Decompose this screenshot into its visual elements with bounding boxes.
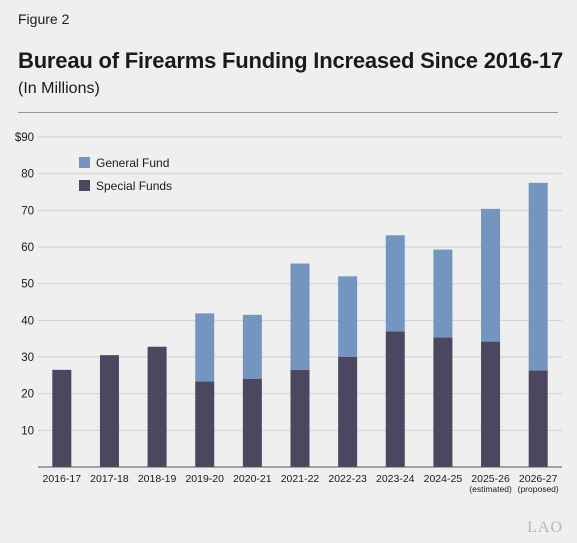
y-tick-label: 80 — [21, 169, 34, 181]
chart-title: Bureau of Firearms Funding Increased Sin… — [18, 48, 564, 73]
chart-subtitle: (In Millions) — [18, 80, 100, 97]
y-tick-label: 70 — [21, 205, 34, 217]
figure-label: Figure 2 — [18, 11, 70, 27]
x-tick-label: 2025-26 — [471, 473, 510, 485]
bar-general-fund — [290, 263, 310, 370]
x-tick-label: 2021-22 — [281, 473, 320, 485]
bar-special-funds — [99, 355, 119, 467]
bar-special-funds — [481, 341, 501, 467]
lao-logo: LAO — [527, 519, 563, 536]
bar-special-funds — [528, 370, 548, 467]
bar-general-fund — [385, 235, 405, 332]
bar-general-fund — [195, 313, 215, 382]
x-tick-label: 2023-24 — [376, 473, 415, 485]
y-tick-label: 20 — [21, 389, 34, 401]
title-divider — [18, 112, 558, 113]
bar-general-fund — [481, 208, 501, 342]
y-tick-label: $90 — [15, 132, 34, 144]
y-tick-label: 50 — [21, 279, 34, 291]
x-tick-label: 2022-23 — [328, 473, 367, 485]
bar-general-fund — [242, 314, 262, 379]
legend-label: Special Funds — [96, 179, 172, 193]
bar-special-funds — [433, 337, 453, 467]
bar-special-funds — [242, 379, 262, 467]
bar-special-funds — [385, 331, 405, 467]
x-tick-label: 2026-27 — [519, 473, 558, 485]
y-tick-label: 40 — [21, 315, 34, 327]
bar-special-funds — [147, 346, 167, 467]
x-tick-label: 2020-21 — [233, 473, 272, 485]
x-tick-sublabel: (estimated) — [469, 484, 512, 494]
x-tick-label: 2016-17 — [43, 473, 82, 485]
bar-special-funds — [195, 381, 215, 467]
x-tick-label: 2017-18 — [90, 473, 129, 485]
x-tick-label: 2019-20 — [185, 473, 224, 485]
bar-general-fund — [433, 249, 453, 338]
bar-general-fund — [528, 182, 548, 371]
legend-label: General Fund — [96, 156, 169, 170]
legend-swatch — [79, 157, 90, 168]
y-tick-label: 60 — [21, 242, 34, 254]
bar-special-funds — [52, 369, 72, 467]
x-tick-label: 2018-19 — [138, 473, 177, 485]
x-tick-label: 2024-25 — [424, 473, 463, 485]
legend-swatch — [79, 180, 90, 191]
bar-special-funds — [338, 357, 358, 467]
y-tick-label: 10 — [21, 425, 34, 437]
y-tick-label: 30 — [21, 352, 34, 364]
bar-general-fund — [338, 276, 358, 357]
x-tick-sublabel: (proposed) — [518, 484, 559, 494]
bar-special-funds — [290, 369, 310, 467]
